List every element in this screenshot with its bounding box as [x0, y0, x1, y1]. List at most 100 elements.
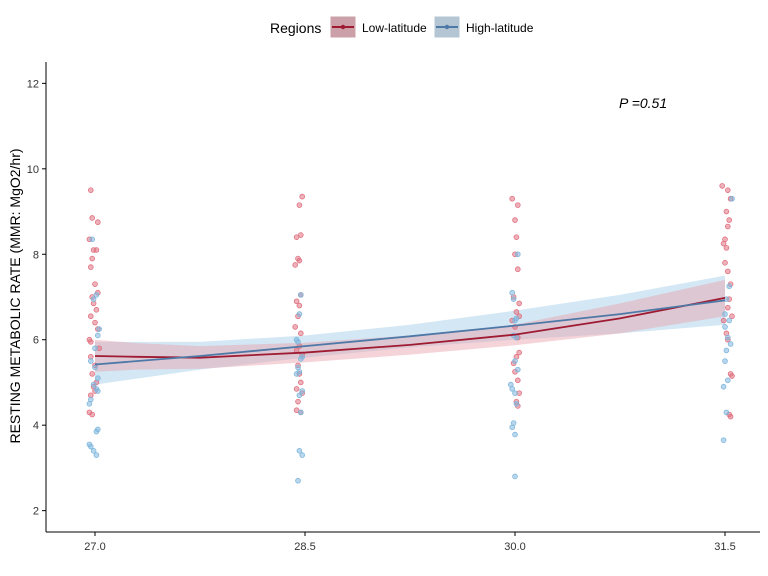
data-point-high-latitude: [299, 452, 306, 458]
data-point-high-latitude: [514, 251, 521, 258]
data-point-high-latitude: [514, 366, 521, 373]
data-point-low-latitude: [95, 219, 101, 226]
data-point-low-latitude: [295, 398, 301, 405]
data-point-high-latitude: [512, 390, 518, 396]
data-point-high-latitude: [89, 236, 95, 243]
legend-item-low-latitude: Low-latitude: [329, 15, 427, 39]
data-point-high-latitude: [726, 283, 732, 290]
data-point-low-latitude: [293, 386, 300, 392]
data-point-high-latitude: [299, 388, 306, 394]
data-point-high-latitude: [723, 296, 730, 302]
data-point-low-latitude: [727, 413, 734, 420]
legend-label-low-latitude: Low-latitude: [362, 21, 427, 35]
data-point-low-latitude: [729, 373, 735, 379]
y-tick-label: 2: [33, 506, 39, 518]
data-point-high-latitude: [90, 381, 97, 388]
data-point-high-latitude: [509, 289, 516, 296]
data-point-low-latitude: [89, 411, 95, 418]
data-point-high-latitude: [295, 477, 301, 484]
data-point-low-latitude: [88, 339, 94, 345]
data-point-low-latitude: [92, 319, 98, 326]
data-point-high-latitude: [93, 292, 100, 298]
axes: 2 4 6 8 10 12 27.0 28.5 30.0 31.5: [27, 62, 760, 553]
x-tick-label: 31.5: [714, 541, 735, 553]
data-point-low-latitude: [720, 317, 727, 324]
data-point-high-latitude: [296, 448, 303, 454]
data-point-low-latitude: [514, 202, 521, 208]
fit-line-low-latitude: [94, 296, 726, 359]
data-point-low-latitude: [296, 257, 303, 264]
data-point-high-latitude: [512, 317, 518, 324]
data-point-low-latitude: [516, 300, 522, 307]
data-point-high-latitude: [512, 473, 518, 480]
data-point-low-latitude: [720, 240, 727, 247]
y-axis-ticks: 2 4 6 8 10 12: [27, 78, 46, 518]
data-point-high-latitude: [726, 317, 732, 324]
data-point-high-latitude: [720, 437, 727, 443]
y-axis-title: RESTING METABOLIC RATE (MMR: MgO2/hr): [7, 148, 23, 443]
data-point-high-latitude: [90, 296, 97, 302]
data-point-low-latitude: [723, 245, 730, 251]
data-point-low-latitude: [296, 202, 303, 208]
data-point-high-latitude: [95, 388, 101, 394]
data-point-high-latitude: [297, 409, 304, 416]
x-axis-ticks: 27.0 28.5 30.0 31.5: [84, 532, 736, 553]
confidence-band-low-latitude: [95, 279, 725, 372]
data-point-low-latitude: [89, 255, 95, 262]
data-point-low-latitude: [516, 349, 522, 356]
legend-key-point-high-latitude: [444, 24, 450, 30]
data-point-low-latitude: [722, 260, 728, 266]
data-point-high-latitude: [720, 383, 727, 390]
data-point-high-latitude: [729, 195, 735, 202]
data-point-high-latitude: [722, 311, 728, 317]
data-point-low-latitude: [88, 313, 94, 320]
data-point-high-latitude: [95, 332, 101, 339]
data-point-high-latitude: [512, 358, 518, 364]
data-point-high-latitude: [510, 296, 517, 302]
data-point-low-latitude: [723, 208, 730, 215]
data-points: [86, 183, 735, 484]
p-value-annotation: P =0.51: [619, 95, 667, 111]
legend-item-high-latitude: High-latitude: [433, 15, 534, 39]
data-point-low-latitude: [89, 371, 95, 377]
legend-key-point-low-latitude: [340, 24, 346, 30]
data-point-low-latitude: [726, 217, 732, 223]
data-point-low-latitude: [512, 217, 518, 223]
data-point-low-latitude: [293, 298, 300, 305]
data-point-high-latitude: [92, 364, 98, 371]
data-point-low-latitude: [296, 302, 303, 309]
data-point-high-latitude: [96, 326, 102, 332]
x-tick-label: 27.0: [84, 541, 105, 553]
data-point-low-latitude: [509, 195, 516, 202]
data-point-low-latitude: [719, 183, 725, 189]
data-point-high-latitude: [723, 409, 730, 416]
legend: Regions Low-latitude High-latitude: [270, 15, 534, 39]
data-point-low-latitude: [93, 307, 100, 313]
y-tick-label: 12: [27, 78, 39, 90]
data-point-high-latitude: [509, 424, 516, 431]
data-point-low-latitude: [93, 247, 100, 253]
data-point-low-latitude: [297, 379, 304, 386]
data-point-low-latitude: [88, 264, 94, 270]
data-point-low-latitude: [513, 309, 520, 315]
data-point-low-latitude: [514, 266, 521, 273]
data-point-low-latitude: [88, 187, 94, 193]
fit-lines: [94, 296, 726, 366]
data-point-high-latitude: [88, 358, 94, 364]
y-tick-label: 4: [33, 420, 39, 432]
data-point-high-latitude: [727, 341, 734, 347]
legend-title: Regions: [270, 20, 321, 36]
x-tick-label: 28.5: [294, 541, 315, 553]
data-point-high-latitude: [513, 401, 520, 407]
data-point-low-latitude: [89, 215, 95, 221]
data-point-high-latitude: [296, 311, 303, 317]
data-point-low-latitude: [729, 313, 735, 320]
data-point-high-latitude: [93, 452, 100, 458]
data-point-high-latitude: [513, 334, 520, 341]
data-point-low-latitude: [724, 268, 731, 275]
data-point-high-latitude: [95, 375, 101, 381]
data-point-high-latitude: [722, 358, 728, 364]
confidence-bands: [95, 275, 725, 385]
y-tick-label: 10: [27, 164, 39, 176]
